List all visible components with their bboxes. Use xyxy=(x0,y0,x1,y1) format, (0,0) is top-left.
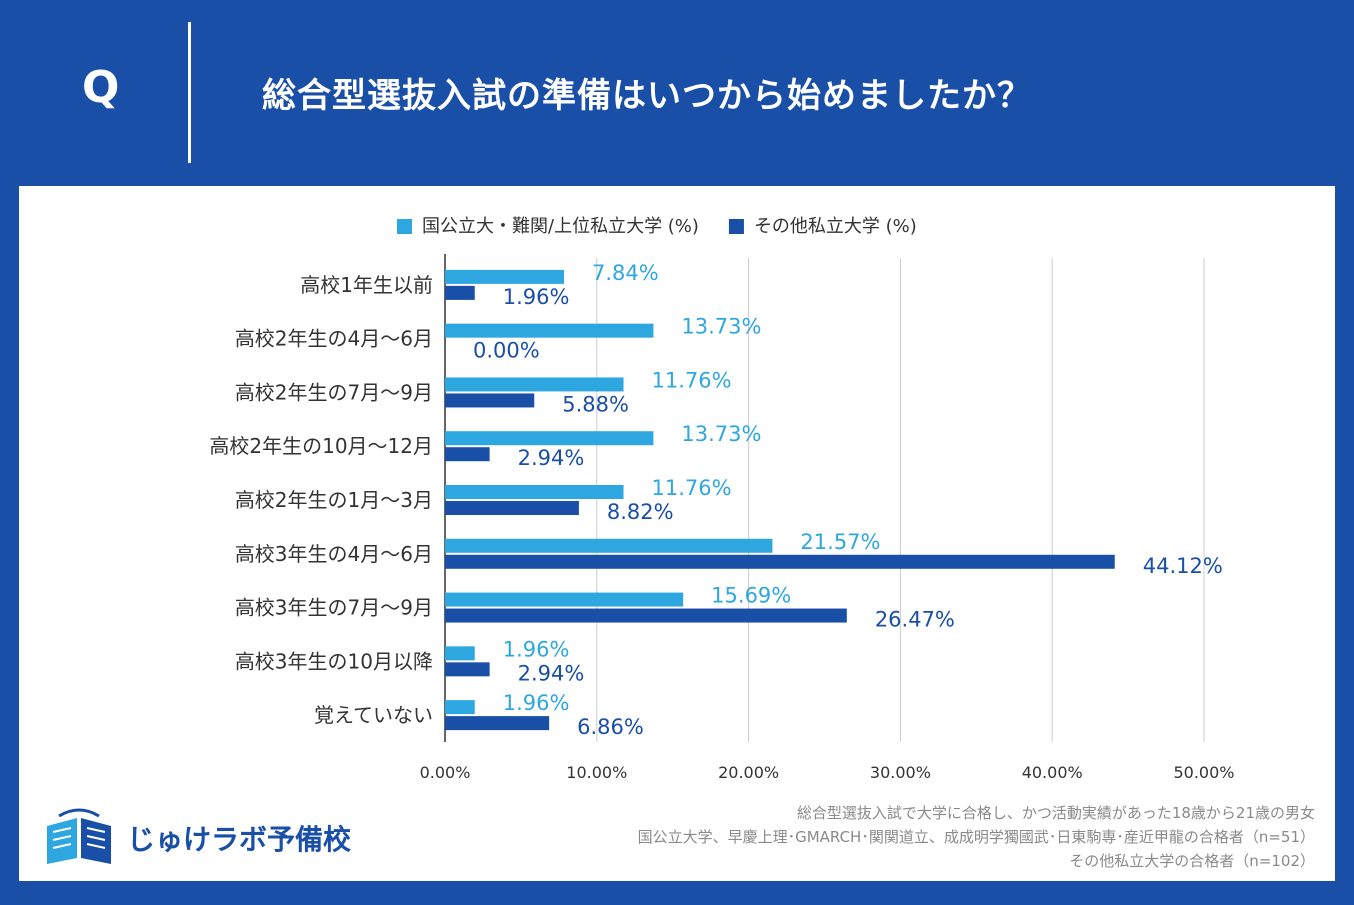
footnote-line-1: 総合型選抜入試で大学に合格し、かつ活動実績があった18歳から21歳の男女 xyxy=(796,804,1315,822)
data-label-series-1: 1.96% xyxy=(503,691,570,715)
header: Q 総合型選抜入試の準備はいつから始めましたか？ xyxy=(0,0,1354,186)
legend-label-series-1: 国公立大・難関/上位私立大学 (%) xyxy=(422,216,699,237)
open-book-icon xyxy=(47,808,111,864)
header-divider xyxy=(188,22,191,163)
category-label: 高校2年生の10月〜12月 xyxy=(209,434,433,458)
data-label-series-2: 6.86% xyxy=(577,715,644,739)
question-mark-label: Q xyxy=(82,62,120,113)
x-tick-label: 50.00% xyxy=(1173,763,1234,782)
category-label: 高校3年生の7月〜9月 xyxy=(235,596,433,620)
bar-series-2 xyxy=(445,393,535,408)
bar-series-1 xyxy=(445,323,654,338)
data-label-series-2: 1.96% xyxy=(503,285,570,309)
bar-series-1 xyxy=(445,646,475,661)
data-label-series-1: 1.96% xyxy=(503,637,570,661)
category-label: 高校3年生の4月〜6月 xyxy=(235,542,433,566)
bar-series-2 xyxy=(445,608,847,623)
bar-series-2 xyxy=(445,285,475,300)
category-label: 覚えていない xyxy=(314,703,433,727)
data-label-series-1: 21.57% xyxy=(800,530,880,554)
bar-series-2 xyxy=(445,716,550,731)
data-label-series-2: 5.88% xyxy=(562,392,629,416)
data-label-series-1: 15.69% xyxy=(711,584,791,608)
chart-panel: 0.00% 10.00% 20.00% 30.00% 40.00% 50.00% 高校1年生… xyxy=(19,186,1335,881)
bar-series-1 xyxy=(445,538,773,553)
category-label: 高校2年生の1月〜3月 xyxy=(235,488,433,512)
bar-series-2 xyxy=(445,662,490,677)
category-label: 高校2年生の4月〜6月 xyxy=(235,327,433,351)
data-label-series-2: 44.12% xyxy=(1143,554,1223,578)
data-label-series-1: 13.73% xyxy=(681,315,761,339)
data-label-series-2: 2.94% xyxy=(518,661,585,685)
data-label-series-2: 0.00% xyxy=(473,339,540,363)
data-label-series-1: 11.76% xyxy=(652,476,732,500)
bar-series-1 xyxy=(445,269,565,284)
data-label-series-1: 13.73% xyxy=(681,422,761,446)
bar-series-2 xyxy=(445,554,1115,569)
bar-series-1 xyxy=(445,377,624,392)
footnote-line-3: その他私立大学の合格者（n=102） xyxy=(1069,852,1315,870)
legend-label-series-2: その他私立大学 (%) xyxy=(754,216,917,237)
data-label-series-2: 26.47% xyxy=(875,608,955,632)
legend-swatch-series-1 xyxy=(397,219,412,234)
legend-swatch-series-2 xyxy=(728,219,744,234)
x-tick-label: 40.00% xyxy=(1022,763,1083,782)
category-label: 高校3年生の10月以降 xyxy=(235,649,433,673)
footnote-line-2: 国公立大学、早慶上理･GMARCH･関関道立、成成明学獨國武･日東駒専･産近甲龍… xyxy=(637,828,1315,846)
data-label-series-2: 2.94% xyxy=(518,446,585,470)
data-label-series-1: 11.76% xyxy=(652,368,732,392)
bar-series-1 xyxy=(445,700,475,715)
category-label: 高校1年生以前 xyxy=(300,273,433,297)
bar-series-1 xyxy=(445,485,624,499)
x-tick-label: 30.00% xyxy=(870,763,931,782)
bar-series-2 xyxy=(445,447,490,462)
x-tick-label: 10.00% xyxy=(566,763,627,782)
data-label-series-2: 8.82% xyxy=(607,500,674,524)
x-tick-label: 20.00% xyxy=(718,763,779,782)
category-label: 高校2年生の7月〜9月 xyxy=(235,380,433,404)
bar-series-2 xyxy=(445,501,579,515)
bar-series-1 xyxy=(445,592,684,607)
logo: じゅけラボ予備校 xyxy=(39,808,359,868)
data-label-series-1: 7.84% xyxy=(592,261,659,285)
logo-text: じゅけラボ予備校 xyxy=(127,823,352,856)
x-tick-label: 0.00% xyxy=(420,763,471,782)
bar-series-1 xyxy=(445,431,654,446)
bar-chart: 0.00% 10.00% 20.00% 30.00% 40.00% 50.00% 高校1年生… xyxy=(209,216,1234,782)
question-title: 総合型選抜入試の準備はいつから始めましたか？ xyxy=(262,76,1032,116)
